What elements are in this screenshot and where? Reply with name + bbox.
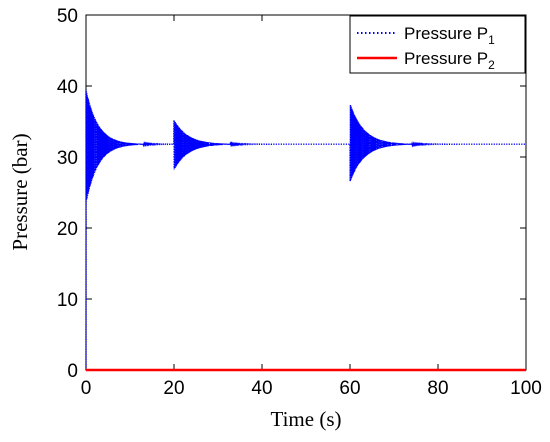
y-tick-label: 20 bbox=[57, 219, 78, 240]
legend: Pressure P1 Pressure P2 bbox=[349, 15, 526, 74]
x-tick-label: 40 bbox=[251, 378, 272, 399]
legend-label-p2-main: Pressure P bbox=[404, 49, 488, 68]
legend-label-pressure-p2: Pressure P2 bbox=[404, 49, 495, 72]
y-tick-label: 40 bbox=[57, 77, 78, 98]
x-tick-label: 80 bbox=[427, 378, 448, 399]
y-tick-label: 0 bbox=[67, 361, 78, 382]
series-layer bbox=[85, 89, 526, 372]
legend-label-p2-sub: 2 bbox=[488, 58, 495, 72]
legend-label-p1-sub: 1 bbox=[488, 33, 495, 47]
y-tick-label: 10 bbox=[57, 290, 78, 311]
y-axis-title: Pressure (bar) bbox=[8, 133, 32, 250]
y-tick-label: 30 bbox=[57, 148, 78, 169]
x-tick-label: 0 bbox=[81, 378, 92, 399]
y-tick-label: 50 bbox=[57, 6, 78, 27]
legend-label-pressure-p1: Pressure P1 bbox=[404, 24, 495, 47]
plot-area bbox=[85, 14, 527, 371]
x-axis-ticks: 0 20 40 60 80 100 bbox=[81, 15, 542, 399]
legend-box bbox=[349, 15, 526, 74]
x-tick-label: 20 bbox=[163, 378, 184, 399]
y-axis-ticks: 0 10 20 30 40 50 bbox=[57, 6, 526, 382]
series-pressure-p1 bbox=[85, 89, 526, 371]
legend-label-p1-main: Pressure P bbox=[404, 24, 488, 43]
x-tick-label: 60 bbox=[339, 378, 360, 399]
x-axis-title: Time (s) bbox=[271, 407, 342, 431]
x-tick-label: 100 bbox=[510, 378, 542, 399]
